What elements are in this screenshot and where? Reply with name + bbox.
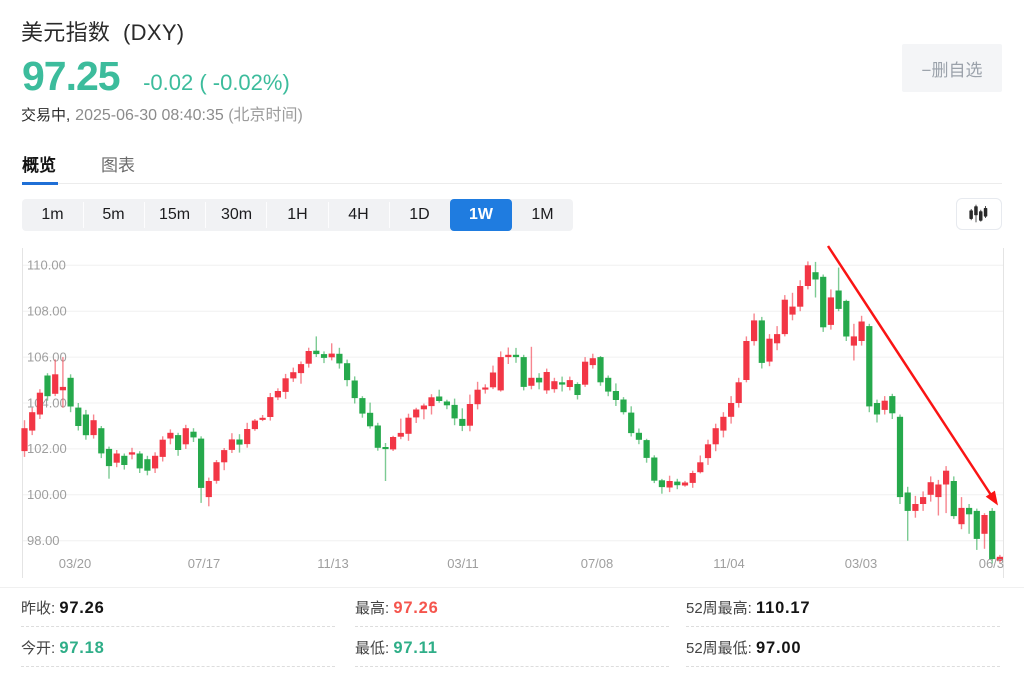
svg-text:106.00: 106.00 bbox=[27, 349, 67, 364]
svg-text:110.00: 110.00 bbox=[27, 258, 66, 273]
svg-text:03/20: 03/20 bbox=[59, 556, 92, 571]
svg-text:07/08: 07/08 bbox=[581, 556, 614, 571]
svg-text:06/30: 06/30 bbox=[979, 556, 1004, 571]
svg-text:11/13: 11/13 bbox=[317, 556, 349, 571]
svg-text:03/03: 03/03 bbox=[845, 556, 878, 571]
svg-text:108.00: 108.00 bbox=[27, 304, 67, 319]
svg-text:100.00: 100.00 bbox=[27, 487, 67, 502]
svg-text:98.00: 98.00 bbox=[27, 533, 60, 548]
svg-text:07/17: 07/17 bbox=[188, 556, 221, 571]
svg-text:03/11: 03/11 bbox=[447, 556, 479, 571]
svg-text:11/04: 11/04 bbox=[713, 556, 745, 571]
svg-text:102.00: 102.00 bbox=[27, 441, 67, 456]
